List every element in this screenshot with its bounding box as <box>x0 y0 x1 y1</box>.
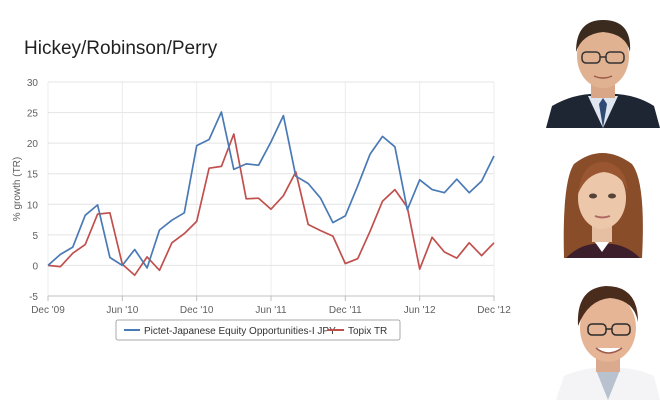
y-tick-label: 0 <box>32 261 38 272</box>
y-tick-label: 10 <box>27 200 39 211</box>
y-tick-label: 25 <box>27 109 39 120</box>
x-tick-label: Dec '10 <box>180 305 214 316</box>
x-tick-label: Jun '12 <box>404 305 436 316</box>
legend-label: Pictet-Japanese Equity Opportunities-I J… <box>144 326 336 337</box>
y-tick-label: -5 <box>29 292 38 303</box>
x-tick-label: Dec '09 <box>31 305 65 316</box>
series-line <box>47 111 495 269</box>
y-tick-label: 30 <box>27 78 39 89</box>
x-tick-label: Dec '11 <box>329 305 362 316</box>
x-tick-label: Jun '11 <box>255 305 287 316</box>
x-tick-label: Dec '12 <box>477 305 511 316</box>
portrait-man-glasses-suit <box>546 8 660 128</box>
legend-box <box>115 319 401 341</box>
line-chart: -5 0 5 10 15 20 25 30 Dec '09 Jun '10 Dec '10 Jun '… <box>12 78 511 341</box>
y-tick-label: 5 <box>32 231 38 242</box>
x-tick-label: Jun '10 <box>106 305 138 316</box>
y-tick-label: 20 <box>27 139 39 150</box>
y-axis-title: % growth (TR) <box>12 157 23 221</box>
portrait-man-smiling-glasses <box>556 276 660 400</box>
chart-title: Hickey/Robinson/Perry <box>24 38 218 59</box>
y-tick-label: 15 <box>27 170 39 181</box>
portrait-woman-auburn-hair <box>552 142 652 258</box>
legend-label: Topix TR <box>348 326 387 337</box>
